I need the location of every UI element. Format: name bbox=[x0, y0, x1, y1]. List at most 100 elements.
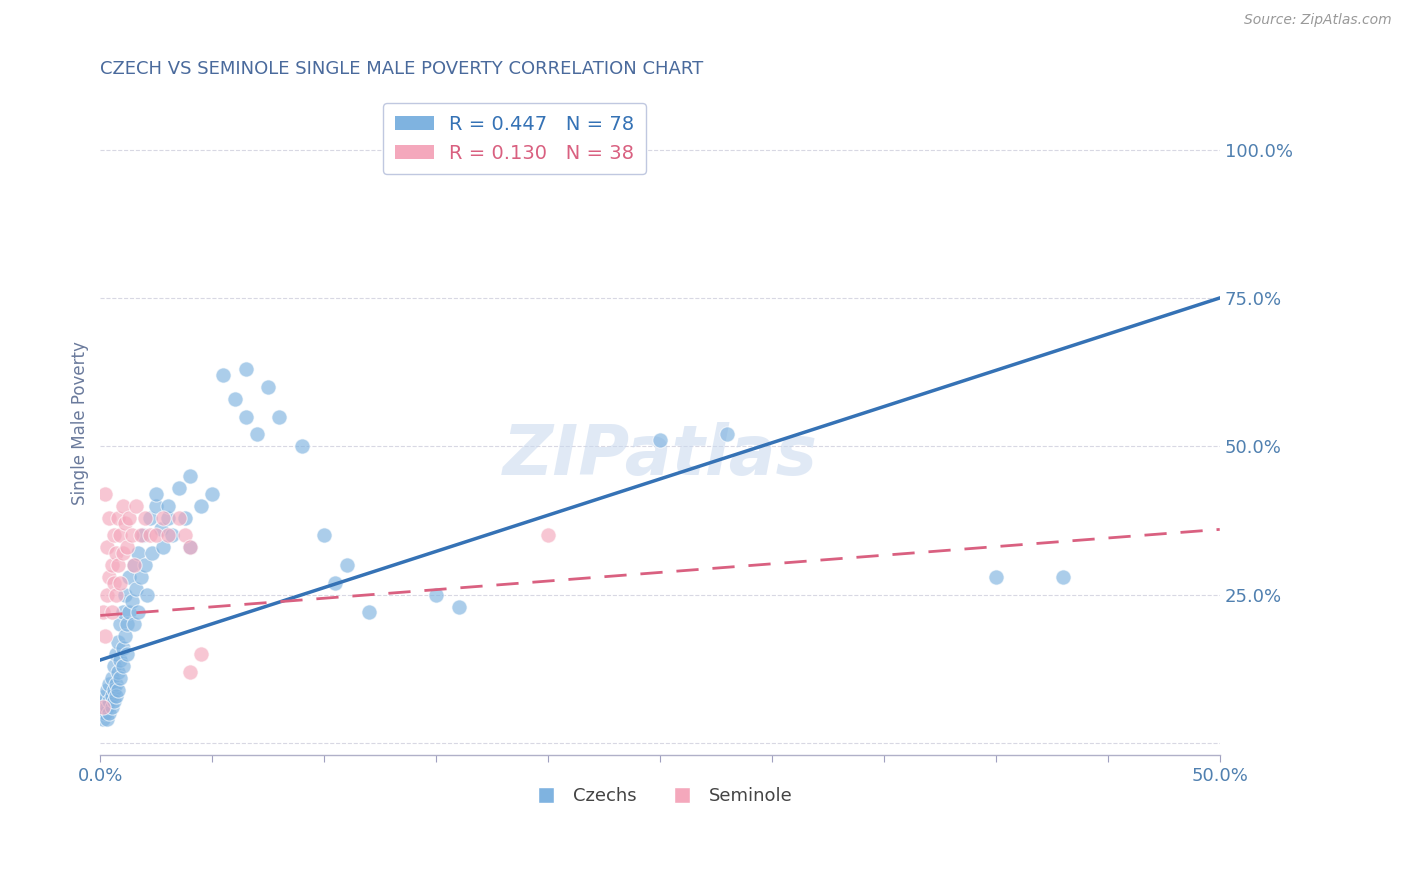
Point bbox=[145, 528, 167, 542]
Point bbox=[314, 528, 336, 542]
Point bbox=[179, 540, 201, 554]
Point bbox=[716, 427, 738, 442]
Point bbox=[121, 593, 143, 607]
Point bbox=[127, 546, 149, 560]
Point bbox=[100, 606, 122, 620]
Point bbox=[121, 528, 143, 542]
Point bbox=[201, 487, 224, 501]
Point bbox=[156, 499, 179, 513]
Point bbox=[129, 570, 152, 584]
Point bbox=[141, 546, 163, 560]
Point bbox=[107, 510, 129, 524]
Point bbox=[114, 629, 136, 643]
Point bbox=[100, 700, 122, 714]
Point bbox=[111, 659, 134, 673]
Point bbox=[114, 588, 136, 602]
Point bbox=[127, 606, 149, 620]
Point bbox=[257, 380, 280, 394]
Point bbox=[107, 682, 129, 697]
Point bbox=[125, 499, 148, 513]
Point bbox=[648, 434, 671, 448]
Point bbox=[145, 499, 167, 513]
Point bbox=[96, 540, 118, 554]
Point bbox=[357, 606, 380, 620]
Point bbox=[174, 510, 197, 524]
Point bbox=[118, 606, 141, 620]
Point bbox=[103, 575, 125, 590]
Point bbox=[94, 694, 117, 708]
Point bbox=[96, 682, 118, 697]
Point bbox=[105, 588, 128, 602]
Point bbox=[118, 570, 141, 584]
Point bbox=[179, 469, 201, 483]
Point bbox=[110, 653, 132, 667]
Point bbox=[110, 617, 132, 632]
Point bbox=[96, 712, 118, 726]
Point bbox=[235, 362, 257, 376]
Point bbox=[103, 682, 125, 697]
Point bbox=[129, 528, 152, 542]
Point bbox=[98, 694, 121, 708]
Point bbox=[94, 629, 117, 643]
Point bbox=[91, 712, 114, 726]
Point bbox=[103, 659, 125, 673]
Point bbox=[107, 635, 129, 649]
Point bbox=[103, 528, 125, 542]
Legend: Czechs, Seminole: Czechs, Seminole bbox=[520, 780, 800, 813]
Point bbox=[105, 647, 128, 661]
Y-axis label: Single Male Poverty: Single Male Poverty bbox=[72, 341, 89, 505]
Point bbox=[179, 540, 201, 554]
Point bbox=[111, 641, 134, 656]
Point bbox=[179, 665, 201, 679]
Point bbox=[103, 694, 125, 708]
Point bbox=[167, 510, 190, 524]
Point bbox=[122, 558, 145, 572]
Point bbox=[115, 540, 138, 554]
Point bbox=[132, 528, 155, 542]
Point bbox=[111, 606, 134, 620]
Point bbox=[190, 499, 212, 513]
Point bbox=[291, 439, 314, 453]
Point bbox=[152, 540, 174, 554]
Point bbox=[122, 617, 145, 632]
Point bbox=[149, 522, 172, 536]
Point bbox=[224, 392, 246, 406]
Point bbox=[100, 558, 122, 572]
Text: ZIPatlas: ZIPatlas bbox=[502, 422, 817, 490]
Point bbox=[98, 510, 121, 524]
Point bbox=[107, 665, 129, 679]
Point bbox=[100, 689, 122, 703]
Point bbox=[136, 588, 159, 602]
Point bbox=[94, 689, 117, 703]
Point bbox=[105, 676, 128, 690]
Point bbox=[91, 706, 114, 721]
Point bbox=[125, 582, 148, 596]
Point bbox=[984, 570, 1007, 584]
Point bbox=[96, 588, 118, 602]
Point bbox=[91, 700, 114, 714]
Point bbox=[111, 546, 134, 560]
Point bbox=[110, 575, 132, 590]
Point bbox=[269, 409, 291, 424]
Point bbox=[105, 546, 128, 560]
Point bbox=[246, 427, 269, 442]
Point bbox=[98, 706, 121, 721]
Text: Source: ZipAtlas.com: Source: ZipAtlas.com bbox=[1244, 13, 1392, 28]
Point bbox=[160, 528, 183, 542]
Point bbox=[138, 528, 160, 542]
Point bbox=[94, 487, 117, 501]
Point bbox=[98, 570, 121, 584]
Point bbox=[537, 528, 560, 542]
Point bbox=[94, 706, 117, 721]
Point bbox=[235, 409, 257, 424]
Point bbox=[110, 671, 132, 685]
Point bbox=[115, 617, 138, 632]
Point bbox=[152, 510, 174, 524]
Point bbox=[96, 700, 118, 714]
Point bbox=[174, 528, 197, 542]
Point bbox=[212, 368, 235, 383]
Point bbox=[110, 528, 132, 542]
Point bbox=[425, 588, 447, 602]
Point bbox=[134, 510, 156, 524]
Point bbox=[447, 599, 470, 614]
